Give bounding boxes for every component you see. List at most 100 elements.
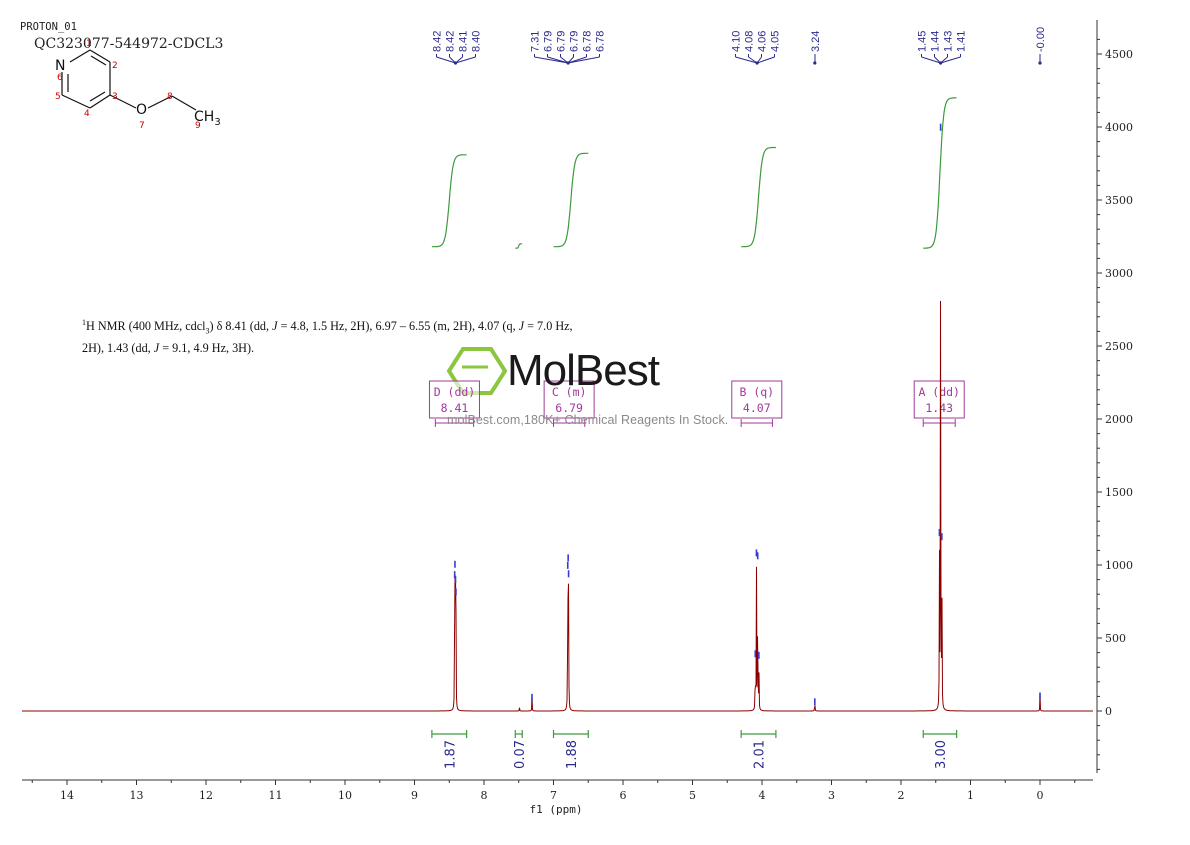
x-tick-label: 3 [828, 789, 835, 802]
peak-label-connector [547, 56, 569, 64]
bond-c4-c5 [89, 94, 111, 109]
x-tick-label: 11 [269, 789, 283, 802]
peak-group: 7.31 6.79 6.79 6.79 6.78 6.78 [530, 31, 607, 65]
x-axis-title: f1 (ppm) [530, 803, 583, 816]
peak-shift-label: 6.79 [543, 31, 555, 52]
multiplet-annotation: B (q) 4.07 [731, 380, 783, 427]
bond-c2-c3 [89, 49, 111, 63]
atom-number-2: 2 [112, 61, 118, 71]
y-tick-label: 4500 [1105, 48, 1133, 61]
spectrum-line [22, 300, 1093, 712]
y-tick-label: 3500 [1105, 194, 1133, 207]
atom-n-symbol: N [55, 58, 65, 74]
peak-shift-label: 4.06 [757, 31, 769, 52]
integral-value: 0.07 [513, 740, 528, 769]
peak-shift-label: 1.43 [943, 31, 955, 52]
peak-label-connector [921, 56, 941, 64]
summary-part: = 4.8, 1.5 Hz, 2H), 6.97 – 6.55 (m, 2H),… [277, 319, 519, 334]
multiplet-shift: 8.41 [441, 401, 469, 415]
atom-ch-subscript: 3 [214, 117, 220, 128]
peak-group-node [939, 61, 943, 65]
nmr-summary-text: 1H NMR (400 MHz, cdcl3) δ 8.41 (dd, J = … [82, 314, 642, 357]
peak-group-node [813, 61, 817, 65]
peak-shift-label: 4.10 [731, 31, 743, 52]
atom-number-3: 3 [112, 92, 118, 102]
atom-labels: N O CH3 1 2 3 4 5 6 7 8 9 [55, 39, 221, 131]
peak-group: 3.24 [810, 31, 822, 65]
integral-bar: 2.01 [740, 730, 777, 769]
peak-label-connector [534, 56, 569, 64]
peak-label-connector [568, 56, 600, 64]
peak-label-connector [940, 56, 961, 64]
y-tick-label: 2000 [1105, 413, 1133, 426]
bond-c2-c3-inner [90, 55, 107, 66]
integral-bar: 1.87 [431, 730, 468, 769]
x-tick-label: 5 [689, 789, 696, 802]
summary-line-1: 1H NMR (400 MHz, cdcl3) δ 8.41 (dd, J = … [82, 314, 642, 340]
atom-number-6: 6 [57, 73, 63, 83]
integral-bar: 3.00 [922, 730, 958, 769]
bond-c8-c9 [171, 95, 197, 111]
x-tick-label: 13 [130, 789, 144, 802]
multiplet-annotation: C (m) 6.79 [543, 380, 595, 427]
peak-shift-label: 6.79 [569, 31, 581, 52]
molecule-structure [61, 49, 197, 111]
multiplet-label: A (dd) [918, 385, 960, 399]
integral-value: 1.88 [565, 740, 580, 769]
peak-label-connector [756, 56, 775, 64]
peak-shift-label: 8.40 [471, 31, 483, 52]
peak-shift-label: 4.05 [770, 31, 782, 52]
coupling-symbol: J [518, 319, 525, 334]
integral-value: 2.01 [753, 740, 768, 769]
bond-n1-c2 [69, 49, 91, 63]
x-tick-label: 1 [967, 789, 974, 802]
summary-part: = 9.1, 4.9 Hz, 3H). [159, 340, 255, 355]
peak-group-node [1038, 61, 1042, 65]
peak-label-connector [455, 56, 476, 64]
multiplet-boxes: D (dd) 8.41 C (m) 6.79 B (q) 4.07 A (dd) 1.43 [428, 380, 965, 427]
atom-number-8: 8 [167, 92, 173, 102]
integral-bar: 0.07 [513, 730, 528, 769]
x-tick-label: 12 [199, 789, 213, 802]
atom-o-symbol: O [136, 102, 147, 118]
peak-shift-label: 8.41 [458, 31, 470, 52]
multiplet-label: C (m) [552, 385, 587, 399]
integral-bar: 1.88 [552, 730, 589, 769]
atom-number-5: 5 [55, 92, 61, 102]
multiplet-box [543, 380, 595, 419]
bond-c5-c6 [61, 94, 91, 109]
molbest-logo-icon [446, 347, 508, 395]
peak-shift-label: 4.08 [744, 31, 756, 52]
multiplet-label: D (dd) [434, 385, 476, 399]
summary-line-2: 2H), 1.43 (dd, J = 9.1, 4.9 Hz, 3H). [82, 340, 642, 357]
y-tick-label: 0 [1105, 705, 1112, 718]
peak-shift-label: 6.79 [556, 31, 568, 52]
peak-label-connector [748, 56, 758, 64]
multiplet-box [731, 380, 783, 419]
peak-shift-label: 1.44 [930, 31, 942, 52]
sample-name: QC323077-544972-CDCL3 [34, 36, 223, 52]
integral-curve [923, 97, 957, 249]
peak-shift-label: 3.24 [810, 31, 822, 52]
solvent-subscript: 3 [205, 326, 210, 336]
watermark-tagline: molBest.com,180K+ Chemical Reagents In S… [447, 413, 729, 427]
y-tick-label: 500 [1105, 632, 1126, 645]
axes: 14 13 12 11 10 9 8 7 6 5 4 3 2 1 0f1 (ppm)450040003500… [22, 20, 1133, 816]
bond-c3-o7 [109, 94, 137, 109]
peak-group: 1.45 1.44 1.43 1.41 [917, 31, 968, 65]
multiplet-box [428, 380, 480, 419]
peak-shift-label: 8.42 [432, 31, 444, 52]
peak-label-connector [436, 56, 456, 64]
atom-number-9: 9 [195, 121, 201, 131]
nucleus-superscript: 1 [82, 318, 86, 327]
summary-part: ) δ 8.41 (dd, [209, 319, 273, 334]
summary-part: = 7.0 Hz, [524, 319, 573, 334]
x-tick-label: 14 [60, 789, 74, 802]
multiplet-annotation: D (dd) 8.41 [428, 380, 480, 427]
peak-group-node [755, 61, 759, 65]
integral-curve [515, 243, 523, 249]
integral-value: 3.00 [934, 740, 949, 769]
peak-shift-label: 8.42 [445, 31, 457, 52]
atom-ch-symbol: CH3 [194, 109, 221, 128]
watermark-logo-text: MolBest [507, 346, 660, 395]
